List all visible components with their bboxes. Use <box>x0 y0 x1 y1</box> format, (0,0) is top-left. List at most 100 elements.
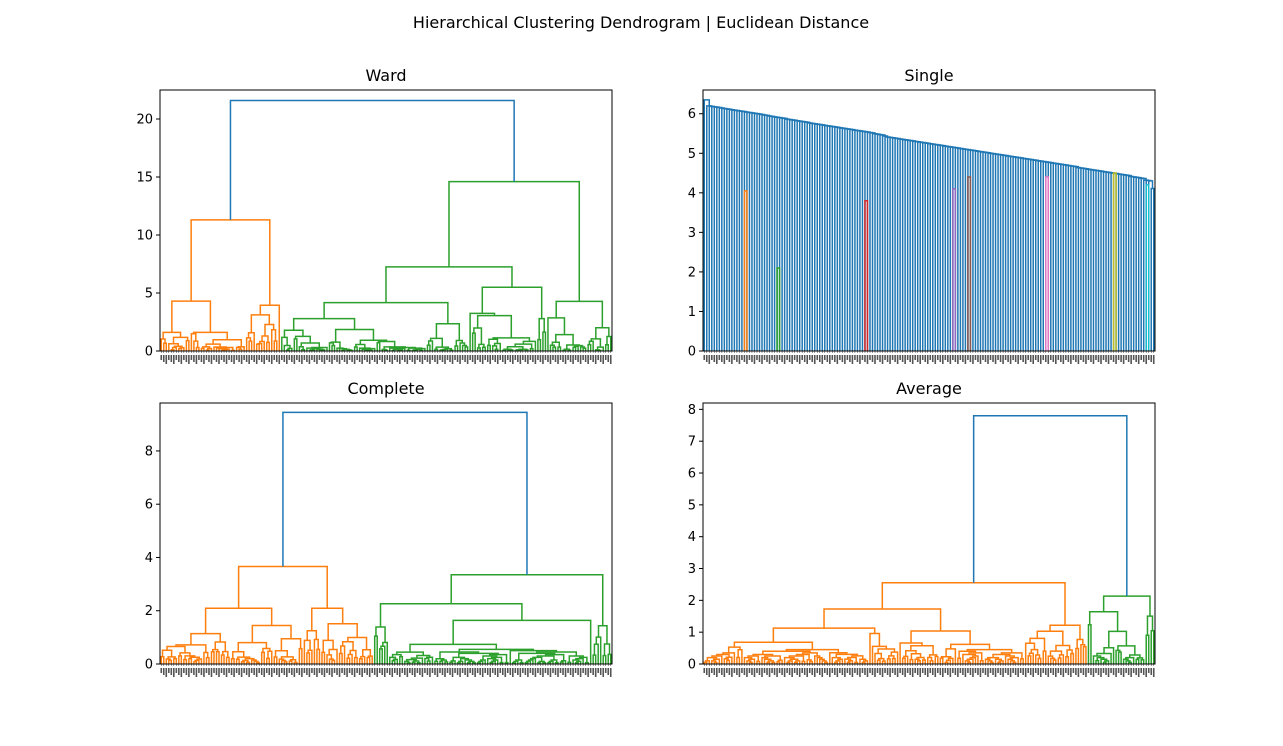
leaf-label-mark <box>429 668 431 677</box>
leaf-label-mark <box>386 668 389 673</box>
leaf-label-mark <box>399 668 401 677</box>
leaf-label-mark <box>265 355 268 360</box>
leaf-label-mark <box>934 355 937 364</box>
leaf-label-mark <box>183 355 185 360</box>
leaf-label-mark <box>486 355 489 362</box>
leaf-label-mark <box>308 668 311 677</box>
leaf-label-mark <box>753 355 756 364</box>
leaf-label-mark <box>419 355 421 362</box>
leaf-label-mark <box>869 355 871 360</box>
dendrogram-link <box>901 657 906 664</box>
leaf-label-mark <box>972 355 974 364</box>
leaf-label-mark <box>388 668 391 675</box>
leaf-label-mark <box>301 668 303 677</box>
leaf-label-mark <box>265 668 268 673</box>
leaf-label-mark <box>947 668 949 675</box>
leaf-label-mark <box>353 668 356 677</box>
leaf-label-mark <box>761 668 763 677</box>
leaf-label-mark <box>788 668 791 675</box>
leaf-label-mark <box>275 355 278 362</box>
dendrogram-link <box>358 657 363 664</box>
leaf-label-mark <box>298 355 301 362</box>
leaf-label-mark <box>273 355 276 360</box>
leaf-label-mark <box>924 355 927 362</box>
subplot-complete: Complete 0 2 4 6 8 <box>145 379 613 677</box>
leaf-label-mark <box>1065 668 1067 673</box>
leaf-label-mark <box>471 355 474 362</box>
dendrogram-link <box>557 346 562 351</box>
leaf-label-mark <box>1072 355 1075 360</box>
leaf-label-mark <box>962 668 964 675</box>
leaf-label-mark <box>992 668 994 675</box>
leaf-label-mark <box>728 355 731 362</box>
leaf-label-mark <box>331 355 333 364</box>
leaf-label-mark <box>577 668 579 675</box>
leaf-label-mark <box>876 668 879 673</box>
leaf-label-mark <box>599 668 602 675</box>
leaf-label-mark <box>567 668 569 673</box>
leaf-label-mark <box>992 355 994 362</box>
leaf-label-mark <box>786 668 788 673</box>
leaf-label-mark <box>743 668 746 675</box>
leaf-label-mark <box>474 668 476 677</box>
leaf-label-mark <box>597 668 599 673</box>
dendrogram-links <box>703 99 1155 351</box>
leaf-label-mark <box>326 668 328 673</box>
subplot-average: Average 0 1 2 3 4 5 6 7 8 <box>688 379 1156 677</box>
leaf-label-mark <box>260 668 263 675</box>
leaf-label-mark <box>220 355 223 360</box>
leaf-label-mark <box>1080 668 1082 673</box>
leaf-label-mark <box>208 668 210 675</box>
dendrogram-link <box>210 650 215 664</box>
leaf-label-mark <box>529 668 532 673</box>
leaf-label-mark <box>255 668 258 677</box>
dendrogram-link <box>323 301 449 324</box>
leaf-label-mark <box>466 668 469 677</box>
leaf-label-mark <box>931 668 934 675</box>
leaf-label-mark <box>834 355 836 362</box>
leaf-label-mark <box>1107 355 1110 364</box>
leaf-label-mark <box>167 355 170 360</box>
leaf-label-mark <box>1049 668 1052 673</box>
leaf-label-mark <box>1055 668 1057 677</box>
leaf-label-mark <box>316 355 318 364</box>
leaf-label-mark <box>884 668 886 673</box>
leaf-label-mark <box>881 668 884 677</box>
leaf-label-mark <box>718 355 721 360</box>
leaf-label-mark <box>753 668 756 677</box>
leaf-label-mark <box>291 355 293 362</box>
leaf-label-mark <box>929 668 932 673</box>
leaf-label-mark <box>713 668 716 675</box>
leaf-label-mark <box>823 355 826 360</box>
leaf-label-mark <box>506 355 509 360</box>
leaf-label-mark <box>974 355 977 360</box>
dendrogram-link <box>1042 650 1047 664</box>
leaf-label-mark <box>716 355 718 364</box>
leaf-label-mark <box>856 355 859 362</box>
dendrogram-link <box>328 648 338 664</box>
dendrogram-links <box>160 99 612 352</box>
leaf-labels <box>703 664 1155 677</box>
leaf-label-mark <box>361 668 363 677</box>
leaf-label-mark <box>751 355 753 362</box>
leaf-label-mark <box>529 355 532 360</box>
leaf-label-mark <box>351 668 353 675</box>
leaf-label-mark <box>306 668 308 675</box>
leaf-label-mark <box>338 668 341 677</box>
leaf-label-mark <box>562 355 564 362</box>
dendrogram-link <box>1030 648 1039 656</box>
dendrogram-link <box>273 656 278 664</box>
leaf-label-mark <box>396 668 399 675</box>
leaf-label-mark <box>846 355 849 360</box>
leaf-label-mark <box>411 355 414 362</box>
leaf-label-mark <box>479 355 481 362</box>
y-tick-label: 2 <box>688 594 696 609</box>
dendrogram-link <box>891 657 896 664</box>
leaf-label-mark <box>522 355 524 360</box>
leaf-label-mark <box>582 355 584 360</box>
leaf-label-mark <box>718 668 721 673</box>
leaf-label-mark <box>283 355 286 362</box>
leaf-label-mark <box>773 668 776 675</box>
dendrogram-link <box>597 624 608 645</box>
leaf-label-mark <box>539 668 542 675</box>
